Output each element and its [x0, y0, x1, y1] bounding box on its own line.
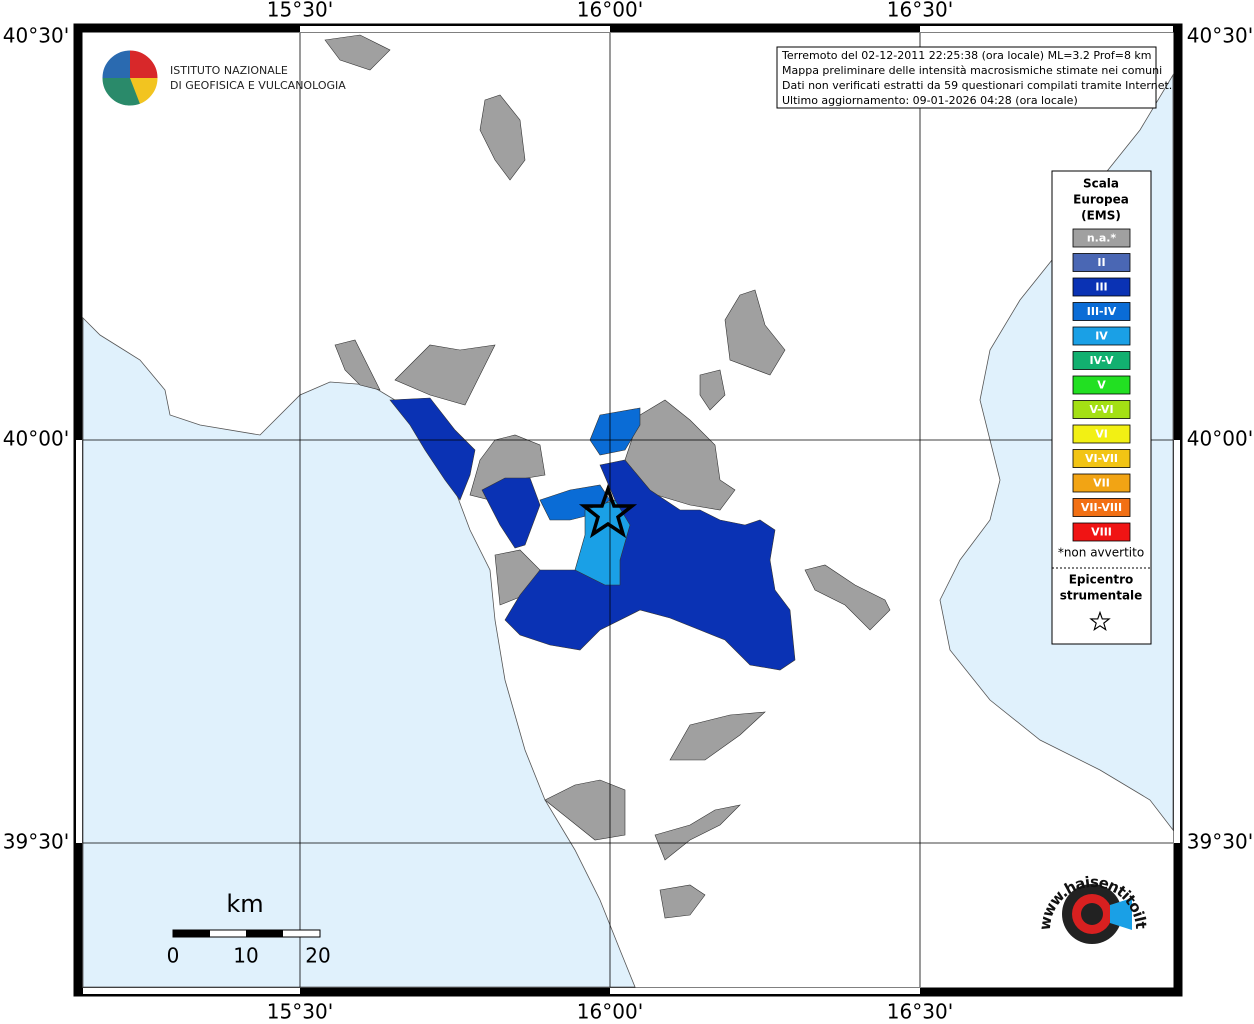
info-line: Ultimo aggiornamento: 09-01-2026 04:28 (…	[782, 94, 1078, 107]
logo-text: ISTITUTO NAZIONALE	[170, 64, 288, 77]
legend-swatch	[1072, 326, 1131, 346]
lat-label: 40°00'	[1187, 427, 1253, 451]
municipality	[699, 369, 726, 411]
legend-swatch	[1072, 253, 1131, 272]
scale-tick: 20	[305, 944, 330, 968]
legend-label: II	[1097, 256, 1105, 269]
municipality	[394, 344, 496, 406]
municipality	[479, 94, 526, 181]
legend-swatch	[1072, 375, 1131, 395]
info-line: Mappa preliminare delle intensità macros…	[782, 64, 1162, 77]
info-line: Terremoto del 02-12-2011 22:25:38 (ora l…	[781, 49, 1152, 62]
lat-label: 40°00'	[3, 427, 69, 451]
municipality	[504, 459, 796, 671]
legend-label: VIII	[1091, 526, 1112, 539]
municipality	[574, 499, 631, 586]
legend-label: IV-V	[1089, 354, 1114, 367]
legend-label: VI	[1095, 428, 1108, 441]
municipality	[324, 34, 391, 71]
legend-swatch	[1072, 498, 1131, 517]
municipality	[334, 339, 381, 391]
lon-label: 16°00'	[577, 1000, 643, 1024]
lon-label: 16°30'	[887, 1000, 953, 1024]
legend-swatch	[1072, 424, 1131, 444]
legend-label: V-VI	[1089, 403, 1113, 416]
info-line: Dati non verificati estratti da 59 quest…	[782, 79, 1172, 92]
legend-swatch	[1072, 522, 1131, 542]
municipality	[669, 711, 766, 761]
scale-unit: km	[226, 890, 263, 918]
municipality	[544, 779, 626, 841]
lat-label: 39°30'	[3, 830, 69, 854]
lat-label: 40°30'	[3, 24, 69, 48]
municipality	[659, 884, 706, 919]
ingv-logo: ISTITUTO NAZIONALE DI GEOFISICA E VULCAN…	[101, 49, 346, 107]
legend-label: VII	[1093, 477, 1110, 490]
legend-swatch	[1072, 449, 1131, 468]
legend-note: *non avvertito	[1058, 546, 1144, 560]
lon-label: 16°30'	[887, 0, 953, 22]
municipality	[804, 564, 891, 631]
lon-label: 16°00'	[577, 0, 643, 22]
legend-swatch	[1072, 302, 1131, 321]
scale-tick: 0	[167, 944, 180, 968]
municipality	[724, 289, 786, 376]
legend-swatch	[1072, 277, 1131, 297]
epicenter	[578, 483, 638, 539]
legend-swatch	[1072, 400, 1131, 419]
municipality	[654, 804, 741, 861]
legend-label: n.a.*	[1087, 232, 1117, 245]
legend-title: (EMS)	[1081, 209, 1121, 223]
legend-epicenter: strumentale	[1060, 589, 1143, 603]
scale-bar: km 0 10 20	[167, 890, 331, 968]
legend-swatch	[1072, 228, 1131, 248]
lon-label: 15°30'	[267, 0, 333, 22]
lat-label: 39°30'	[1187, 830, 1253, 854]
municipality	[389, 397, 476, 501]
municipality	[481, 477, 541, 549]
municipality	[469, 434, 546, 501]
legend-label: V	[1097, 379, 1106, 392]
legend: Scala Europea (EMS) *non avvertito Epice…	[1051, 170, 1152, 645]
frame	[73, 23, 1183, 997]
logo-text: DI GEOFISICA E VULCANOLOGIA	[170, 79, 346, 92]
legend-swatch	[1072, 351, 1131, 370]
legend-label: III-IV	[1087, 305, 1117, 318]
legend-label: VII-VIII	[1081, 501, 1122, 514]
legend-epicenter: Epicentro	[1069, 573, 1134, 587]
legend-title: Europea	[1073, 193, 1129, 207]
graticule	[83, 33, 1173, 987]
legend-title: Scala	[1083, 177, 1119, 191]
lat-label: 40°30'	[1187, 24, 1253, 48]
legend-label: III	[1095, 281, 1107, 294]
scale-tick: 10	[233, 944, 258, 968]
legend-swatch	[1072, 473, 1131, 493]
info-box	[776, 46, 1157, 109]
legend-label: IV	[1095, 330, 1108, 343]
legend-label: VI-VII	[1085, 452, 1118, 465]
lon-label: 15°30'	[267, 1000, 333, 1024]
